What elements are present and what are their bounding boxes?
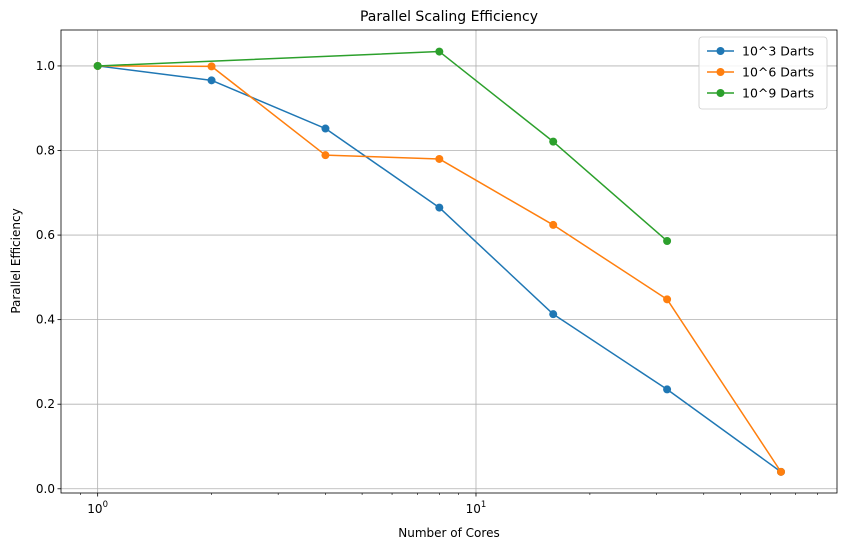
- legend-swatch-marker: [716, 68, 725, 76]
- x-tick-label: 101: [466, 500, 487, 516]
- y-tick-label: 0.2: [36, 397, 55, 411]
- data-point: [93, 61, 102, 70]
- y-tick-label: 0.4: [36, 313, 55, 327]
- data-point: [549, 137, 558, 146]
- x-axis-label: Number of Cores: [398, 526, 499, 540]
- data-point: [321, 124, 330, 133]
- legend-label: 10^3 Darts: [742, 44, 814, 59]
- series-2: [93, 61, 785, 476]
- legend: 10^3 Darts 10^6 Darts 10^9 Darts: [698, 36, 828, 110]
- legend-item: 10^6 Darts: [707, 65, 814, 80]
- legend-item: 10^9 Darts: [707, 86, 814, 101]
- data-point: [435, 47, 444, 56]
- data-point: [663, 295, 672, 304]
- ticks: 0.0 0.2 0.4 0.6 0.8 1.0 100 101: [36, 59, 818, 516]
- data-point: [549, 220, 558, 229]
- data-point: [549, 310, 558, 319]
- x-tick-label: 100: [87, 500, 108, 516]
- y-axis-label: Parallel Efficiency: [9, 208, 23, 313]
- data-point: [663, 236, 672, 245]
- legend-box: [698, 36, 828, 110]
- y-tick-label: 0.8: [36, 144, 55, 158]
- data-point: [207, 62, 216, 71]
- y-tick-label: 0.6: [36, 228, 55, 242]
- series-1: [93, 61, 785, 476]
- legend-label: 10^6 Darts: [742, 65, 814, 80]
- y-tick-label: 0.0: [36, 482, 55, 496]
- data-point: [776, 467, 785, 476]
- data-point: [435, 203, 444, 212]
- chart-title: Parallel Scaling Efficiency: [360, 9, 538, 25]
- data-point: [435, 154, 444, 163]
- legend-swatch-marker: [716, 47, 725, 55]
- data-point: [321, 151, 330, 160]
- legend-label: 10^9 Darts: [742, 86, 814, 101]
- series-layer: [93, 47, 785, 476]
- series-line: [97, 50, 668, 242]
- data-point: [663, 385, 672, 394]
- series-line: [97, 65, 782, 473]
- legend-swatch-marker: [716, 89, 725, 97]
- legend-item: 10^3 Darts: [707, 44, 814, 59]
- series-3: [93, 47, 672, 245]
- series-line: [97, 65, 782, 473]
- data-point: [207, 76, 216, 85]
- plot-frame: [60, 29, 838, 494]
- y-tick-label: 1.0: [36, 59, 55, 73]
